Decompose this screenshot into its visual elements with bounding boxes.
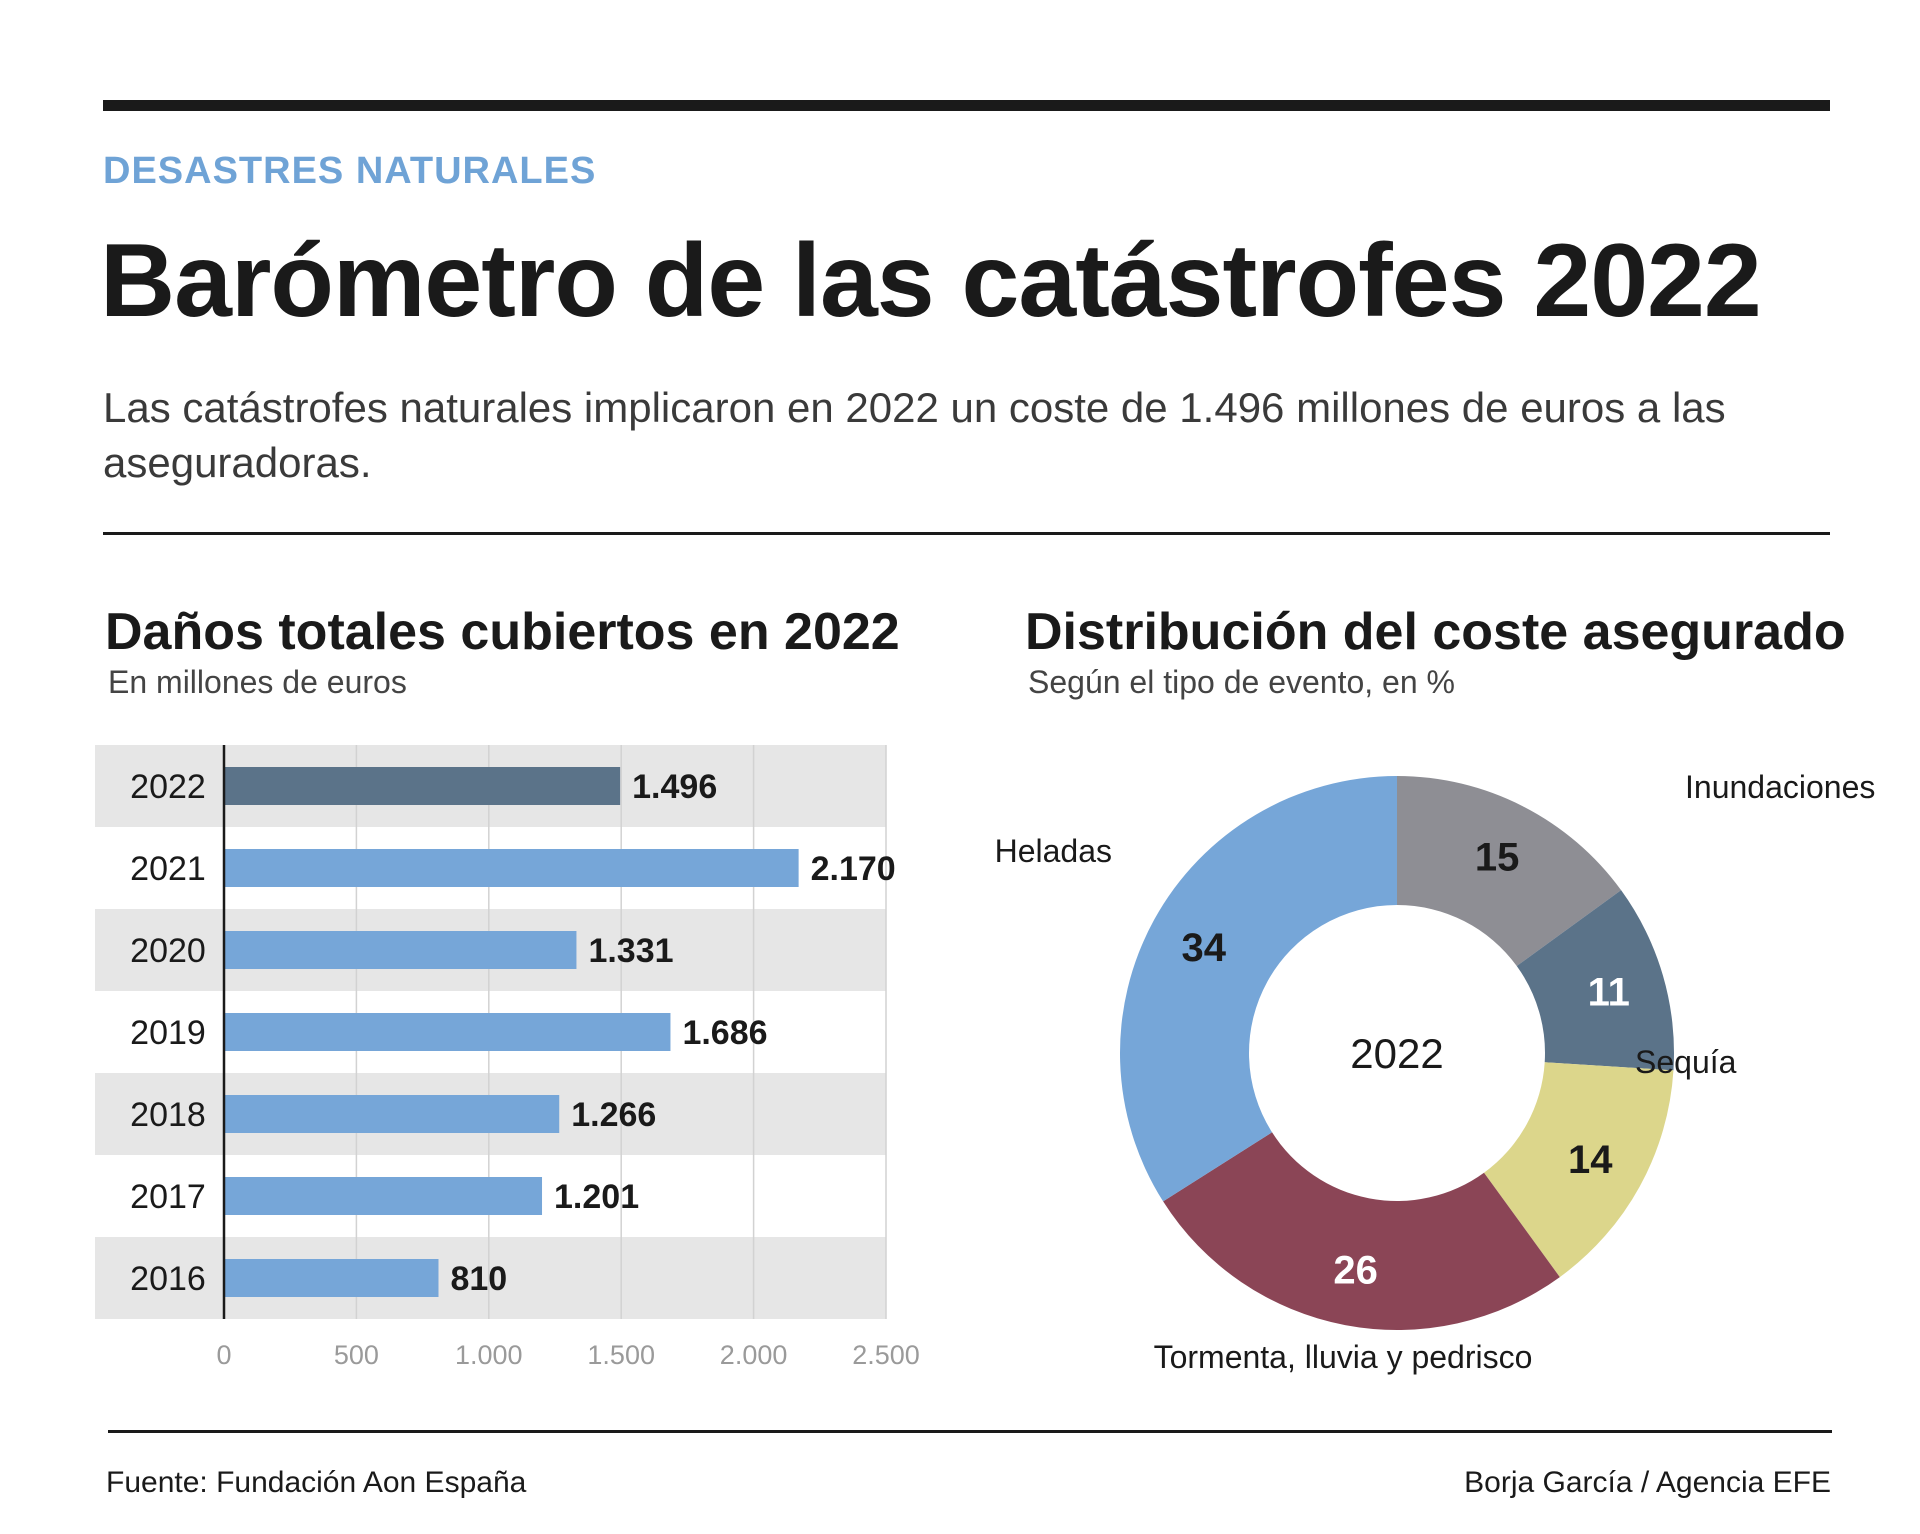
category-label: 2022 [130, 768, 206, 806]
top-rule [103, 100, 1830, 111]
bar-2020 [224, 931, 577, 969]
bar-2017 [224, 1177, 543, 1215]
slice-name-label: Heladas [995, 833, 1112, 869]
category-label: 2016 [130, 1260, 206, 1298]
bar-2016 [224, 1259, 439, 1297]
slice-value-label: 26 [1333, 1249, 1378, 1293]
value-label: 2.170 [811, 850, 896, 888]
bar-2019 [224, 1013, 671, 1051]
category-label: 2018 [130, 1096, 206, 1134]
slice-value-label: 11 [1588, 970, 1630, 1014]
x-tick-label: 1.000 [455, 1340, 523, 1370]
bar-chart-subtitle: En millones de euros [108, 664, 407, 700]
category-label: 2017 [130, 1178, 206, 1216]
donut-chart-subtitle: Según el tipo de evento, en % [1028, 664, 1455, 700]
value-label: 1.201 [554, 1178, 639, 1216]
header-divider [103, 532, 1830, 535]
slice-value-label: 15 [1475, 836, 1520, 880]
kicker: DESASTRES NATURALES [103, 150, 597, 192]
x-tick-label: 2.000 [720, 1340, 788, 1370]
page-title: Barómetro de las catástrofes 2022 [100, 223, 1762, 339]
value-label: 1.686 [682, 1014, 767, 1052]
slice-tormenta [1163, 1132, 1560, 1330]
slice-inundaciones [1516, 890, 1674, 1071]
slice-name-label: Tormenta, lluvia y pedrisco [1154, 1339, 1533, 1375]
footer-divider [108, 1430, 1832, 1433]
bar-chart: 2022 1.496 2021 2.170 2020 1.331 2019 1.686 2018… [95, 745, 920, 1370]
value-label: 1.496 [632, 768, 717, 806]
bar-chart-title: Daños totales cubiertos en 2022 [105, 603, 900, 661]
bar-2018 [224, 1095, 560, 1133]
x-tick-label: 0 [216, 1340, 231, 1370]
value-label: 1.331 [588, 932, 673, 970]
x-tick-label: 2.500 [852, 1340, 920, 1370]
category-label: 2020 [130, 932, 206, 970]
value-label: 810 [450, 1260, 507, 1298]
donut-chart-title: Distribución del coste asegurado [1025, 603, 1846, 661]
bar-2022 [224, 767, 621, 805]
slice-value-label: 14 [1568, 1138, 1613, 1182]
slice-value-label: 34 [1182, 926, 1227, 970]
slice-heladas [1120, 776, 1397, 1202]
slice-name-label: Sequía [1635, 1044, 1737, 1080]
bar-2021 [224, 849, 799, 887]
x-tick-label: 1.500 [587, 1340, 655, 1370]
category-label: 2019 [130, 1014, 206, 1052]
value-label: 1.266 [571, 1096, 656, 1134]
slice-otros [1397, 776, 1622, 967]
credit-note: Borja García / Agencia EFE [1464, 1466, 1831, 1499]
category-label: 2021 [130, 850, 206, 888]
donut-center-label: 2022 [1350, 1030, 1443, 1077]
donut-chart: 15Otros11Inundaciones14Sequía26Tormenta,… [995, 769, 1876, 1375]
slice-sequia [1483, 1062, 1674, 1278]
slice-name-label: Inundaciones [1685, 769, 1875, 805]
page-subtitle: Las catástrofes naturales implicaron en … [103, 384, 1726, 486]
source-note: Fuente: Fundación Aon España [106, 1466, 527, 1499]
x-tick-label: 500 [334, 1340, 379, 1370]
